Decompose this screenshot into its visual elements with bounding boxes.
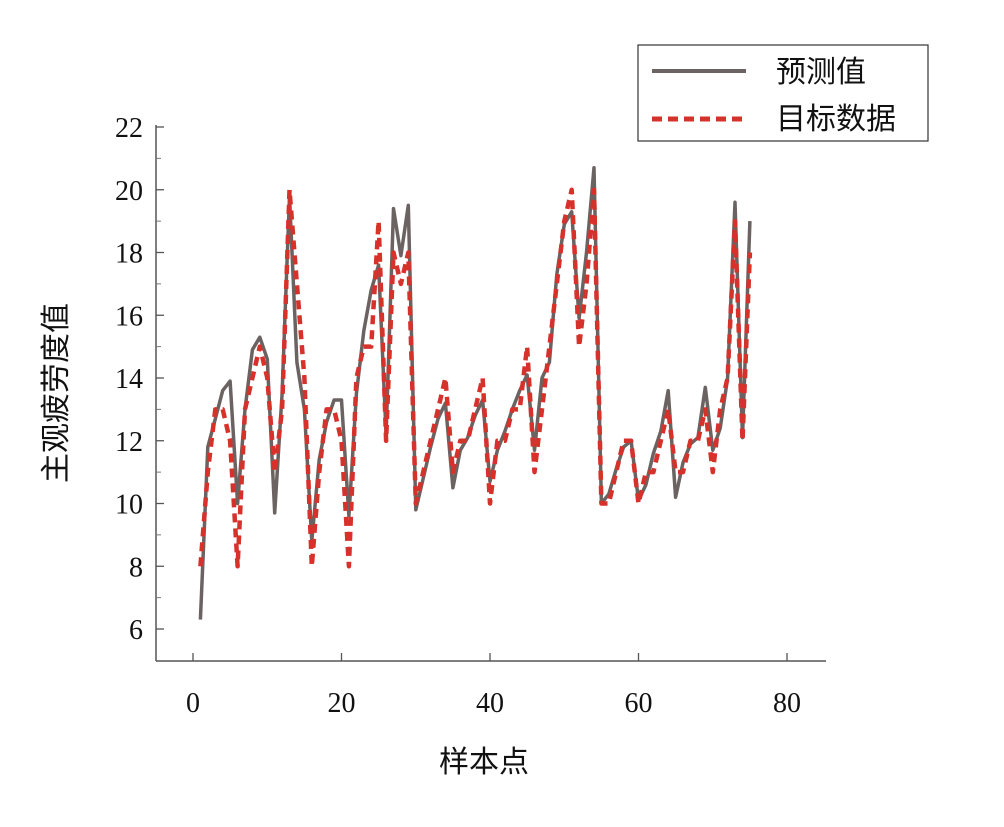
legend: 预测值 目标数据 [637, 44, 929, 142]
x-axis-title: 样本点 [439, 745, 529, 780]
y-tick-label: 6 [129, 615, 143, 646]
y-tick-label: 16 [115, 301, 143, 332]
y-tick-label: 12 [115, 427, 143, 458]
y-tick-label: 20 [115, 176, 143, 207]
y-tick-label: 14 [115, 364, 143, 395]
legend-label-target: 目标数据 [776, 102, 896, 137]
x-tick-label: 40 [476, 688, 504, 719]
series-line-target [198, 187, 753, 569]
x-ticks: 0 20 40 60 80 [186, 653, 801, 719]
x-tick-label: 80 [773, 688, 801, 719]
y-tick-label: 10 [115, 490, 143, 521]
y-axis-title: 主观疲劳度值 [39, 303, 74, 483]
y-tick-label: 22 [115, 113, 143, 144]
x-tick-label: 20 [328, 688, 356, 719]
legend-label-predicted: 预测值 [776, 55, 866, 90]
series-layer [198, 166, 753, 620]
y-tick-label: 8 [129, 552, 143, 583]
x-tick-label: 60 [625, 688, 653, 719]
y-ticks: 6 8 10 12 14 16 18 20 22 [115, 113, 164, 646]
axes [155, 125, 826, 662]
legend-box [637, 44, 929, 142]
y-tick-label: 18 [115, 239, 143, 270]
x-tick-label: 0 [186, 688, 200, 719]
